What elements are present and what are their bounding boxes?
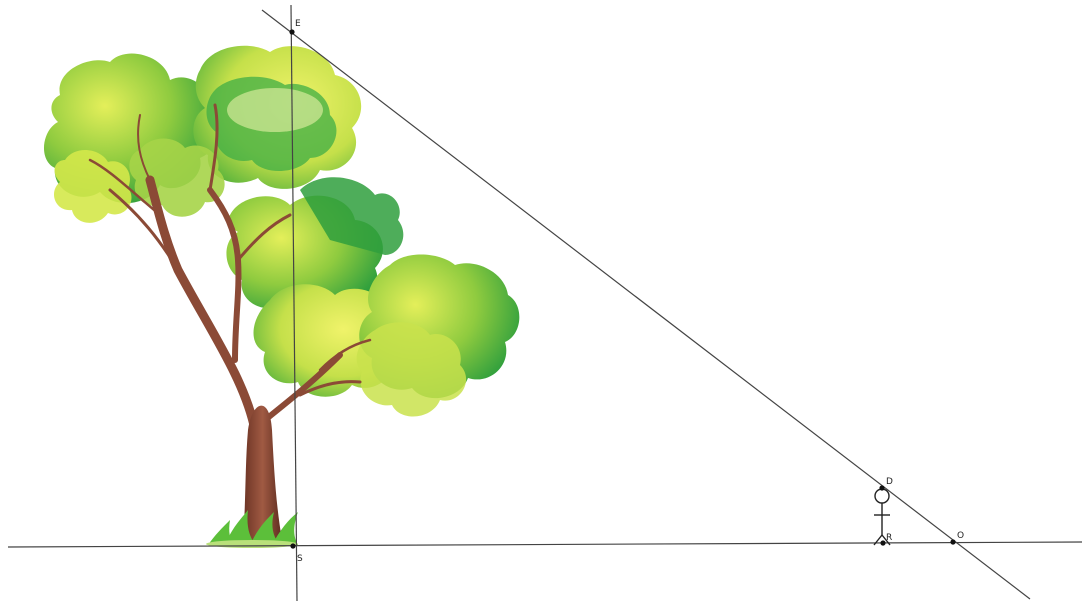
- geometry-points: [289, 29, 956, 549]
- tree-trunk: [243, 405, 282, 540]
- label-R: R: [886, 533, 892, 543]
- stick-figure-person: [873, 488, 891, 546]
- point-O: [950, 539, 956, 545]
- point-labels: E S D R O: [295, 19, 964, 564]
- point-D: [879, 485, 885, 491]
- tree-height-line: [290, 4, 298, 601]
- label-S: S: [297, 554, 303, 564]
- point-R: [880, 540, 886, 546]
- geometry-lines: [7, 4, 1082, 601]
- label-O: O: [957, 531, 964, 541]
- label-D: D: [886, 477, 893, 487]
- label-E: E: [295, 19, 301, 29]
- point-E: [289, 29, 295, 35]
- sight-line: [261, 9, 1031, 600]
- tree-illustration: [43, 45, 520, 548]
- tree-branches: [88, 103, 372, 435]
- tree-foliage: [43, 45, 520, 417]
- point-S: [290, 543, 296, 549]
- person-head: [874, 488, 890, 504]
- ground-line: [7, 541, 1082, 548]
